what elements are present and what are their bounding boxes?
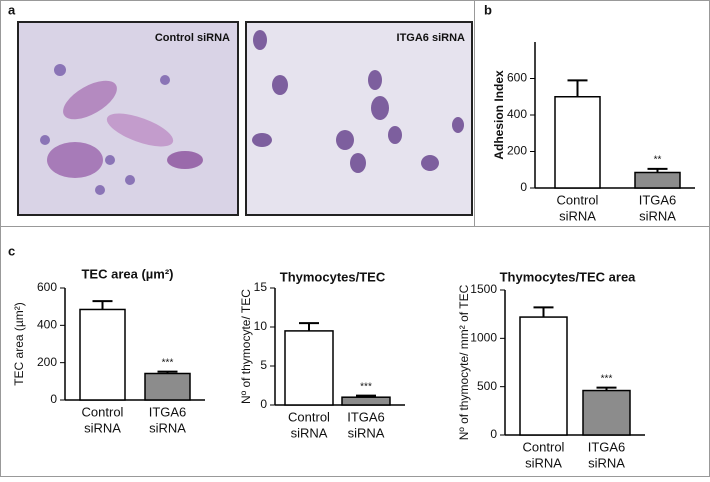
x-tick-label: ITGA6 [639, 192, 677, 207]
x-tick-label: Control [523, 439, 565, 454]
y-axis-label: Nº of thymocyte/ TEC [239, 289, 253, 404]
bar [519, 316, 568, 436]
bar [79, 308, 126, 401]
y-tick-label: 200 [507, 144, 527, 158]
panel-label: a [8, 2, 16, 17]
x-tick-label: ITGA6 [588, 439, 626, 454]
bar [284, 330, 334, 406]
x-tick-label: siRNA [348, 425, 385, 440]
chart-title: TEC area (µm²) [81, 266, 173, 281]
y-tick-label: 0 [490, 427, 497, 441]
panel-label: b [484, 2, 492, 17]
bar [144, 372, 191, 401]
x-tick-label: ITGA6 [149, 404, 187, 419]
y-tick-label: 5 [260, 358, 267, 372]
y-tick-label: 200 [37, 355, 57, 369]
bar [341, 396, 391, 406]
significance: *** [360, 381, 372, 392]
micrograph: Control siRNA [17, 21, 239, 216]
y-tick-label: 400 [37, 318, 57, 332]
y-tick-label: 500 [477, 379, 497, 393]
y-axis-label: TEC area (µm²) [12, 302, 26, 386]
panel-label: c [8, 243, 15, 258]
y-tick-label: 600 [507, 71, 527, 85]
bar [554, 96, 601, 189]
image-label: Control siRNA [155, 32, 230, 44]
x-tick-label: siRNA [149, 420, 186, 435]
x-tick-label: siRNA [525, 455, 562, 470]
y-tick-label: 600 [37, 280, 57, 294]
x-tick-label: siRNA [559, 208, 596, 223]
x-tick-label: siRNA [639, 208, 676, 223]
bar [634, 171, 681, 189]
image-label: ITGA6 siRNA [397, 32, 466, 44]
bar [582, 389, 631, 436]
x-tick-label: ITGA6 [347, 409, 385, 424]
y-tick-label: 10 [254, 319, 268, 333]
x-tick-label: siRNA [588, 455, 625, 470]
y-tick-label: 1500 [470, 282, 497, 296]
y-axis-label: Nº of thymocyte/ mm² of TEC [457, 284, 471, 440]
y-axis-label: Adhesion Index [492, 70, 506, 160]
y-tick-label: 400 [507, 107, 527, 121]
x-tick-label: Control [557, 192, 599, 207]
chart-title: Thymocytes/TEC [280, 269, 386, 284]
micrograph: ITGA6 siRNA [245, 21, 473, 216]
chart-title: Thymocytes/TEC area [500, 269, 637, 284]
significance: ** [654, 154, 662, 165]
y-tick-label: 0 [520, 180, 527, 194]
y-tick-label: 0 [50, 392, 57, 406]
significance: *** [162, 357, 174, 368]
x-tick-label: Control [288, 409, 330, 424]
x-tick-label: Control [82, 404, 124, 419]
significance: *** [601, 373, 613, 384]
y-tick-label: 1000 [470, 331, 497, 345]
y-tick-label: 15 [254, 280, 268, 294]
y-tick-label: 0 [260, 397, 267, 411]
x-tick-label: siRNA [291, 425, 328, 440]
x-tick-label: siRNA [84, 420, 121, 435]
